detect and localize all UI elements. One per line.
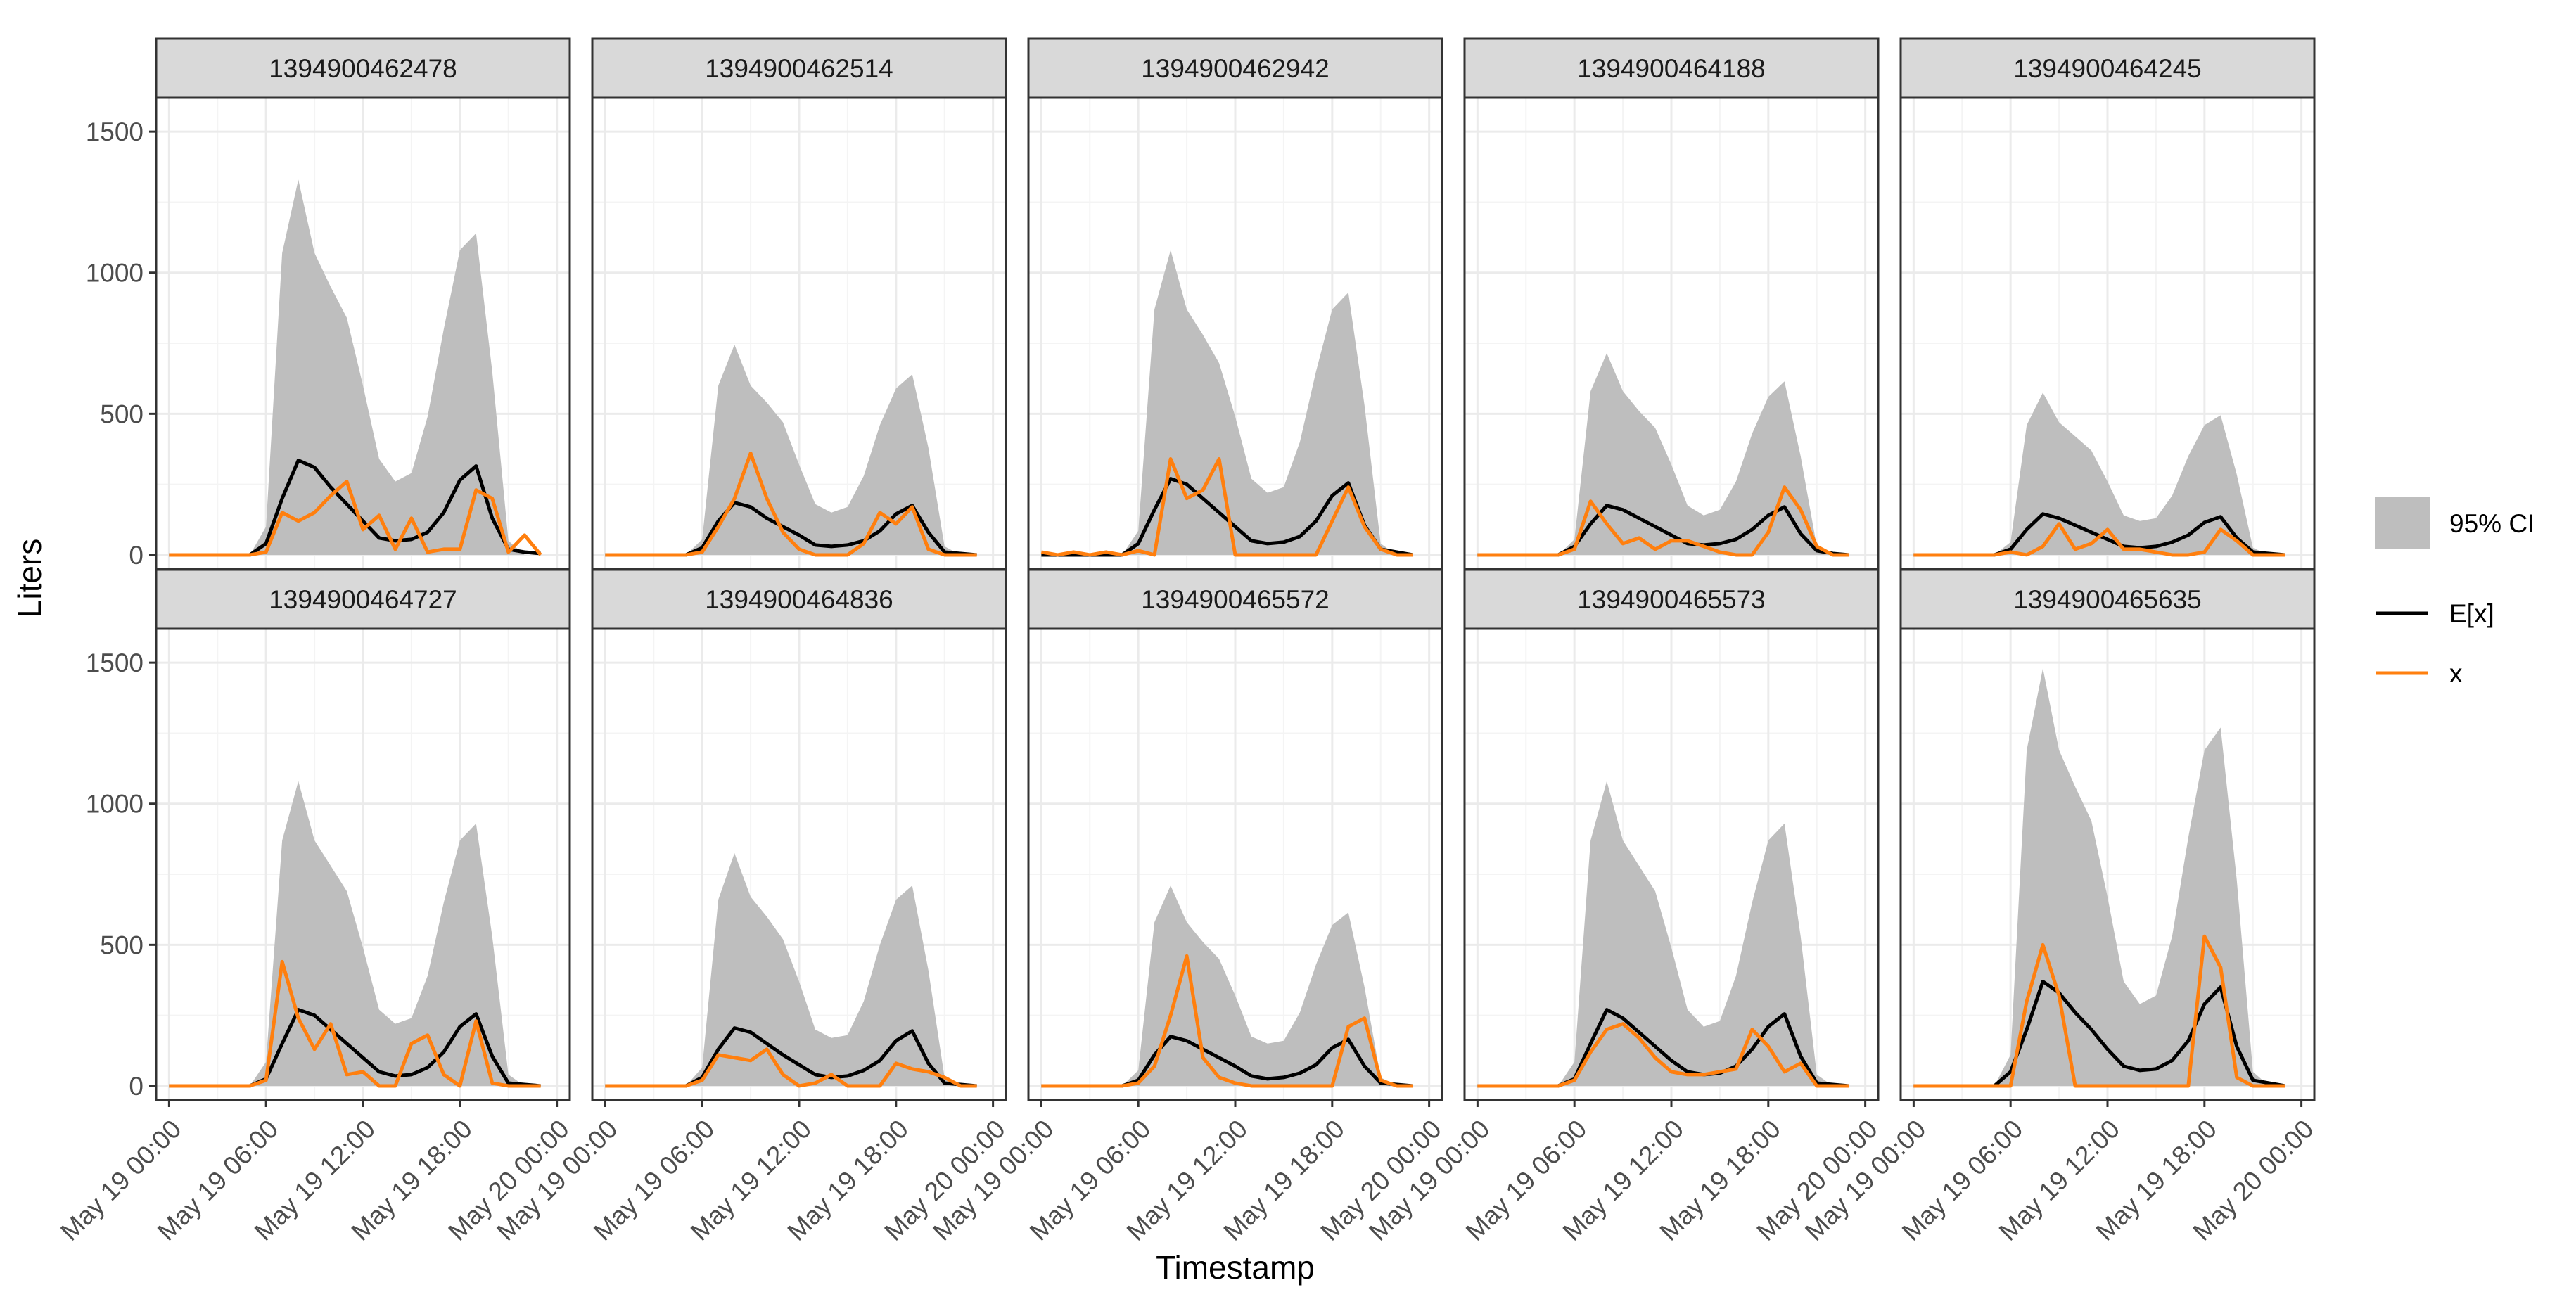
y-tick-label: 0 <box>129 1072 144 1101</box>
facet-strip <box>155 568 571 630</box>
facet-strip-label: 1394900464727 <box>269 585 457 614</box>
facet-strip <box>1899 568 2316 630</box>
facet-strip-label: 1394900462478 <box>269 54 457 83</box>
ci-ribbon <box>1913 392 2285 555</box>
ci-ribbon <box>1477 353 1849 555</box>
observed-line <box>1913 522 2285 557</box>
observed-line <box>1913 934 2285 1088</box>
observed-line <box>605 1047 977 1088</box>
observed-line <box>1041 954 1413 1088</box>
facet-strip-label: 1394900465635 <box>2013 585 2202 614</box>
ci-ribbon <box>169 179 541 555</box>
observed-line <box>605 452 977 557</box>
legend-observed-label: x <box>2449 659 2463 688</box>
facet-panels: 1394900462478 0 500 1000 1500 1394900462514 13… <box>55 37 2319 1246</box>
y-axis-title: Liters <box>11 539 48 618</box>
x-axis-title: Timestamp <box>1156 1249 1315 1286</box>
facet-strip-label: 1394900464188 <box>1577 54 1766 83</box>
facet-panel: 1394900462942 <box>1027 37 1443 570</box>
facet-strip <box>1027 568 1443 630</box>
y-tick-label: 1000 <box>86 259 144 288</box>
y-tick-label: 1000 <box>86 790 144 819</box>
legend-ci-key <box>2375 497 2430 549</box>
facet-strip <box>591 568 1007 630</box>
observed-line <box>1040 457 1413 557</box>
facet-strip-label: 1394900464245 <box>2013 54 2202 83</box>
facet-strip <box>591 37 1007 99</box>
facet-strip-label: 1394900462942 <box>1141 54 1330 83</box>
observed-line <box>1477 1022 1849 1088</box>
y-tick-label: 1500 <box>86 648 144 677</box>
y-tick-label: 1500 <box>86 117 144 146</box>
legend-ci-label: 95% CI <box>2449 509 2534 538</box>
ci-ribbon <box>605 345 977 555</box>
ci-ribbon <box>605 852 977 1086</box>
ci-ribbon <box>1477 781 1849 1086</box>
y-tick-label: 500 <box>100 399 144 428</box>
legend: 95% CI E[x] x <box>2375 497 2534 688</box>
legend-expected-label: E[x] <box>2449 599 2494 628</box>
facet-strip <box>1463 37 1880 99</box>
facet-strip <box>1899 37 2316 99</box>
observed-line <box>169 959 541 1088</box>
facet-panel: 1394900464188 <box>1463 37 1880 570</box>
ci-ribbon <box>1041 250 1413 555</box>
facet-strip <box>1027 37 1443 99</box>
facet-panel: 1394900464245 <box>1899 37 2316 570</box>
ci-ribbon <box>1913 668 2285 1086</box>
facet-strip <box>155 37 571 99</box>
observed-line <box>1477 485 1849 557</box>
ci-ribbon <box>169 781 541 1086</box>
facet-strip-label: 1394900465572 <box>1141 585 1330 614</box>
observed-line <box>169 480 542 557</box>
ci-ribbon <box>1041 885 1413 1086</box>
facet-strip-label: 1394900462514 <box>705 54 893 83</box>
y-tick-label: 500 <box>100 931 144 959</box>
facet-panel: 1394900462478 0 500 1000 1500 <box>86 37 571 570</box>
facet-strip <box>1463 568 1880 630</box>
y-tick-label: 0 <box>129 541 144 570</box>
facet-strip-label: 1394900464836 <box>705 585 893 614</box>
facet-strip-label: 1394900465573 <box>1577 585 1766 614</box>
facet-panel: 1394900462514 <box>591 37 1007 570</box>
